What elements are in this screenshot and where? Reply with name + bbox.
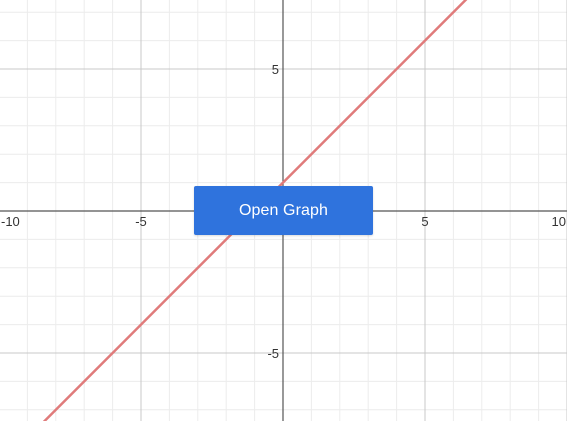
x-tick-label: 10 bbox=[552, 214, 566, 229]
x-tick-label: -10 bbox=[1, 214, 20, 229]
tick-labels: -10 -5 5 10 5 -5 bbox=[1, 62, 566, 361]
open-graph-button-label: Open Graph bbox=[238, 201, 329, 219]
x-tick-label: 5 bbox=[421, 214, 428, 229]
open-graph-button[interactable]: Open Graph bbox=[194, 186, 373, 235]
y-tick-label: 5 bbox=[272, 62, 279, 77]
y-tick-label: -5 bbox=[267, 346, 279, 361]
x-tick-label: -5 bbox=[135, 214, 147, 229]
